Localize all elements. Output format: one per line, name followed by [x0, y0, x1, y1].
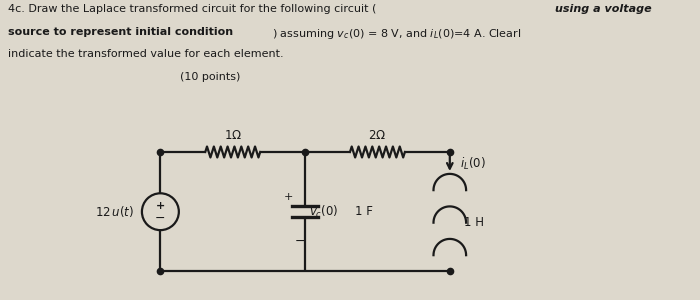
Text: −: −: [295, 235, 305, 248]
Text: 1 F: 1 F: [355, 205, 373, 218]
Text: $i_L(0)$: $i_L(0)$: [460, 156, 486, 172]
Text: $v_c(0)$: $v_c(0)$: [309, 204, 339, 220]
Text: ) assuming $v_c(0)$ = 8 V, and $i_L(0)$=4 A. Clearl: ) assuming $v_c(0)$ = 8 V, and $i_L(0)$=…: [272, 27, 522, 40]
Text: using a voltage: using a voltage: [554, 4, 651, 14]
Text: (10 points): (10 points): [181, 72, 241, 82]
Text: 1 H: 1 H: [464, 216, 484, 229]
Text: source to represent initial condition: source to represent initial condition: [8, 27, 233, 37]
Text: $1\Omega$: $1\Omega$: [224, 129, 241, 142]
Text: +: +: [156, 201, 165, 211]
Text: $12\,u(t)$: $12\,u(t)$: [94, 204, 134, 219]
Text: indicate the transformed value for each element.: indicate the transformed value for each …: [8, 50, 284, 59]
Text: 4c. Draw the Laplace transformed circuit for the following circuit (: 4c. Draw the Laplace transformed circuit…: [8, 4, 376, 14]
Text: −: −: [155, 212, 166, 225]
Text: +: +: [284, 192, 293, 202]
Text: $2\Omega$: $2\Omega$: [368, 129, 386, 142]
